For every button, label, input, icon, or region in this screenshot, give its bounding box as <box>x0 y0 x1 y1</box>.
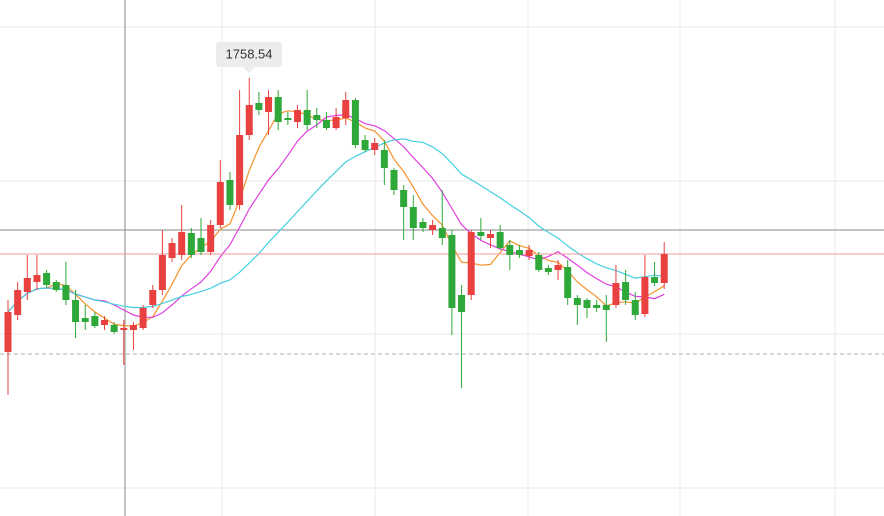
candle-body <box>622 282 630 300</box>
moving-average <box>7 138 665 313</box>
candle-body <box>506 245 514 255</box>
candle-body <box>554 265 562 270</box>
candle-body <box>583 300 591 308</box>
candle-body <box>120 328 128 330</box>
candle-body <box>429 225 437 230</box>
candle-body <box>419 222 427 228</box>
candle-body <box>322 120 330 128</box>
candle-body <box>52 282 60 290</box>
plot <box>0 77 884 395</box>
tooltip-box <box>216 42 282 67</box>
candle-body <box>216 182 224 225</box>
candle-body <box>129 325 137 330</box>
candle-body <box>458 295 466 312</box>
candle-body <box>448 235 456 308</box>
tooltip-text: 1758.54 <box>226 46 273 61</box>
candle-body <box>496 232 504 248</box>
candle-body <box>313 115 321 120</box>
candle-body <box>573 298 581 305</box>
candle-body <box>101 320 108 325</box>
candle-body <box>400 190 408 207</box>
candle-body <box>33 275 41 282</box>
candle-body <box>43 273 51 285</box>
candle-body <box>651 277 659 283</box>
candle-body <box>149 290 157 305</box>
candle-body <box>207 225 215 252</box>
candle-body <box>641 277 649 314</box>
candle-body <box>487 234 494 238</box>
candle-body <box>342 100 350 118</box>
candle-body <box>371 143 379 150</box>
candle-body <box>294 110 301 122</box>
candle-body <box>178 232 186 255</box>
candle-body <box>158 255 166 290</box>
tooltip: 1758.54 <box>216 42 282 73</box>
candle-body <box>525 250 533 256</box>
candle-body <box>438 228 446 238</box>
candle-body <box>380 150 388 168</box>
candle-body <box>284 118 292 120</box>
candle-body <box>139 308 147 328</box>
candle-body <box>602 305 610 310</box>
tooltip-pointer <box>243 67 255 73</box>
candle-body <box>62 285 70 300</box>
candle-body <box>91 316 99 326</box>
candle-body <box>390 170 398 190</box>
candle-body <box>168 243 176 258</box>
candle-body <box>660 254 668 283</box>
candle-body <box>535 255 543 270</box>
candle-body <box>226 180 234 205</box>
candle-body <box>564 267 572 298</box>
candle-body <box>23 278 31 292</box>
candle-body <box>409 207 417 228</box>
candle-body <box>303 110 311 125</box>
candle-body <box>255 103 263 110</box>
candle-body <box>361 140 369 150</box>
candle-body <box>236 135 244 205</box>
candle-body <box>593 305 601 308</box>
candle-body <box>187 233 195 255</box>
candle-body <box>631 300 639 315</box>
candle-body <box>544 268 552 272</box>
candle-body <box>14 290 22 315</box>
candle-body <box>245 105 253 135</box>
candle-body <box>197 238 205 252</box>
candle-body <box>274 97 282 122</box>
candle-body <box>467 232 475 295</box>
candle-body <box>110 325 118 332</box>
candle-body <box>4 312 12 352</box>
candle-body <box>332 117 340 128</box>
candle-body <box>515 250 523 255</box>
candle-body <box>351 100 359 145</box>
candle-body <box>477 232 485 236</box>
candle-body <box>265 97 273 112</box>
candle-body <box>612 283 620 305</box>
candle-body <box>72 300 80 322</box>
candle-body <box>81 318 89 322</box>
